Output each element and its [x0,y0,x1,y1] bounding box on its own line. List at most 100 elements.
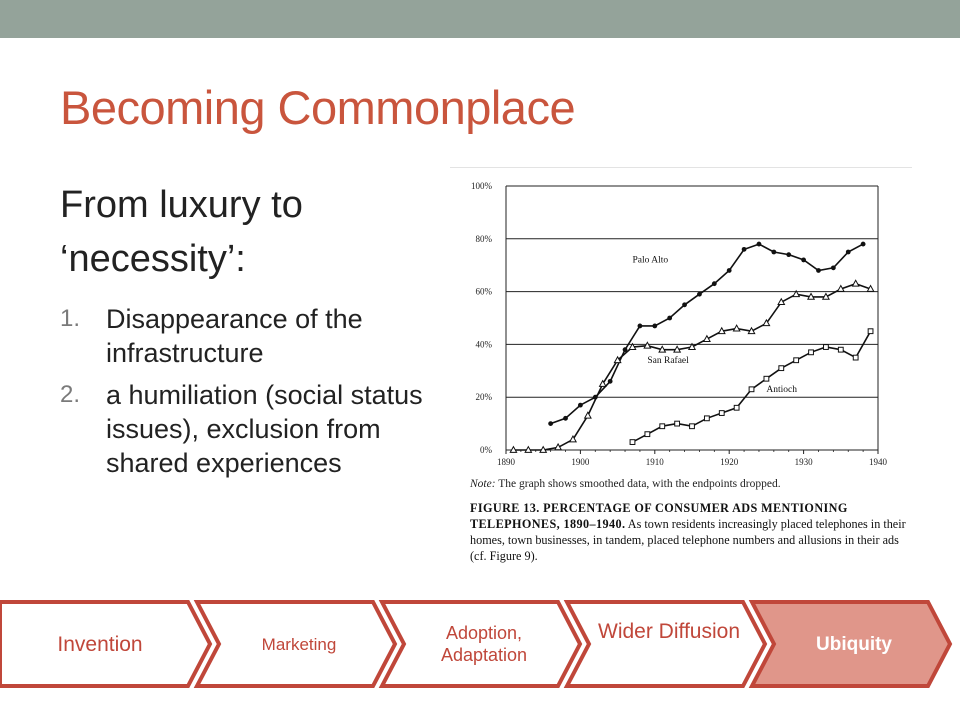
data-point [643,341,652,349]
data-point [763,375,770,382]
data-point [792,289,801,298]
list-item: 2. a humiliation (social status issues),… [60,378,440,480]
data-point [659,423,666,430]
x-tick-label: 1890 [497,457,516,467]
point-list: 1. Disappearance of the infrastructure 2… [60,302,440,488]
data-point [667,315,673,321]
series-label: Antioch [766,385,797,395]
data-point [778,365,785,372]
series-line-palo-alto [550,243,864,425]
data-point [718,410,725,416]
data-point [733,404,740,411]
data-point [607,378,613,384]
data-point [786,252,792,258]
data-point [845,249,851,255]
data-point [703,415,710,422]
y-tick-label: 60% [476,287,493,297]
step-label-ubiquity: Ubiquity [816,633,892,655]
chevron-step [748,600,953,688]
data-point [756,241,762,247]
list-number: 1. [60,305,81,332]
x-tick-label: 1910 [646,457,665,467]
caption-text: As town residents increasingly placed te… [470,517,906,563]
data-point [509,445,518,453]
data-point [658,345,667,353]
data-point [717,326,726,335]
data-point [637,323,643,329]
note-label: Note: [470,478,496,490]
chevron-step [563,600,768,688]
data-point [652,323,658,329]
step-label-invention: Invention [57,632,143,656]
data-point [583,411,592,419]
data-point [563,415,568,421]
data-point [578,402,583,408]
data-point [867,328,874,335]
process-chevrons [0,600,953,688]
data-point [629,439,636,445]
data-point [554,442,563,451]
x-tick-label: 1930 [795,457,814,467]
data-point [539,445,548,453]
data-point [524,445,533,453]
data-point [837,346,844,353]
chevron-step [378,600,583,688]
x-tick-label: 1940 [869,457,888,467]
step-label-marketing: Marketing [261,634,337,654]
list-number: 2. [60,381,81,408]
data-point [697,291,702,297]
figure-note: Note: The graph shows smoothed data, wit… [470,478,910,490]
line-chart: 0% 20% 40% 60% 80% 100% 1890 1900 1910 1920 1930 19… [471,181,888,467]
data-point [747,326,756,335]
data-point [816,268,821,273]
data-point [852,354,859,361]
data-point [777,297,786,306]
y-tick-label: 0% [480,445,493,455]
data-point [830,265,836,271]
slide-title: Becoming Commonplace [60,81,576,134]
y-tick-label: 20% [476,392,493,402]
data-point [598,379,607,387]
list-item-text: a humiliation (social status issues), ex… [106,380,423,478]
data-point [732,324,741,332]
step-label-adoption: Adoption, Adaptation [440,623,528,665]
data-point [866,284,875,292]
data-point [806,292,816,300]
data-point [702,334,711,343]
chevron-step [0,600,213,688]
series-label: San Rafael [647,355,689,366]
data-point [568,435,578,443]
y-tick-label: 100% [471,181,493,191]
data-point [823,344,829,350]
data-point [851,279,860,287]
note-text: The graph shows smoothed data, with the … [495,478,781,490]
data-point [644,431,651,438]
data-point [771,249,777,255]
data-point [741,246,747,252]
data-point [748,386,755,393]
data-point [860,241,866,247]
top-bar [0,0,960,38]
lead-text: From luxury to ‘necessity’: [60,184,303,280]
chevron-step [193,600,398,688]
y-tick-label: 80% [476,234,493,244]
caption-head: FIGURE 13. PERCENTAGE OF CONSUMER ADS ME… [470,501,848,531]
data-point [793,357,800,364]
data-point [622,347,628,353]
data-point [726,268,732,273]
data-point [801,257,806,263]
data-point [613,355,622,364]
data-point [548,421,554,426]
list-item-text: Disappearance of the infrastructure [106,304,363,368]
data-point [628,342,637,350]
x-tick-label: 1920 [720,457,739,467]
data-point [687,342,697,350]
data-point [762,318,771,327]
list-item: 1. Disappearance of the infrastructure [60,302,440,370]
data-point [711,281,717,287]
data-point [808,349,814,356]
data-point [836,284,845,292]
x-tick-label: 1900 [571,457,590,467]
data-point [689,423,695,430]
data-point [682,302,687,308]
